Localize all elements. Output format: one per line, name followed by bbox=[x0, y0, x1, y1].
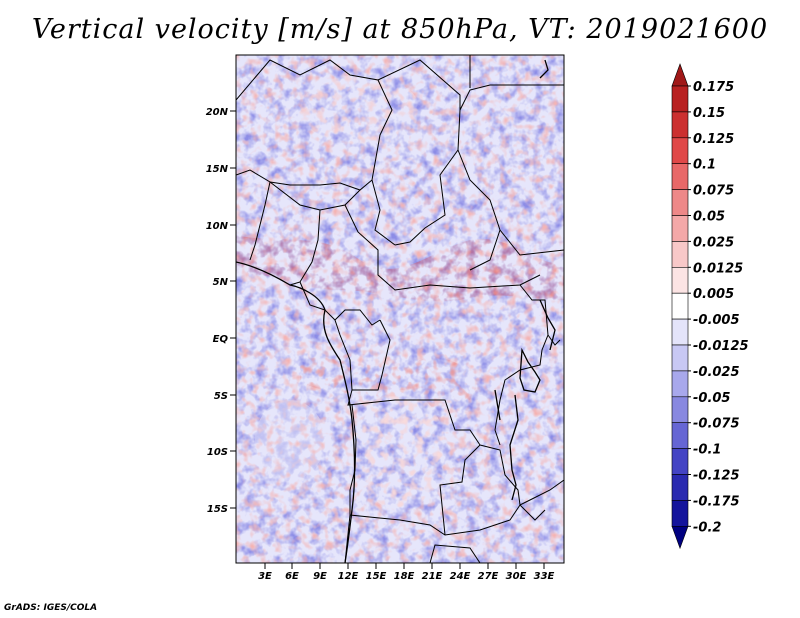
lat-label: 5S bbox=[214, 391, 228, 402]
lat-label: 10S bbox=[207, 447, 228, 458]
coastlines bbox=[236, 59, 556, 563]
colorbar-segment bbox=[671, 266, 689, 294]
colorbar-label: 0.15 bbox=[693, 106, 725, 121]
colorbar-label: 0.0125 bbox=[693, 261, 743, 276]
colorbar-label: -0.075 bbox=[693, 417, 740, 432]
colorbar-label: 0.175 bbox=[693, 80, 734, 95]
colorbar-label: 0.025 bbox=[693, 235, 734, 250]
lon-label: 30E bbox=[506, 571, 527, 582]
colorbar-segment bbox=[671, 189, 689, 216]
colorbar-label: -0.175 bbox=[693, 494, 740, 509]
colorbar-segment bbox=[671, 370, 689, 398]
lon-label: 33E bbox=[534, 571, 555, 582]
colorbar-segment bbox=[671, 137, 689, 165]
lon-label: 24E bbox=[450, 571, 471, 582]
colorbar-label: -0.0125 bbox=[693, 339, 749, 354]
colorbar-segment bbox=[671, 111, 689, 139]
colorbar-segment bbox=[671, 163, 689, 190]
colorbar-segment bbox=[671, 500, 689, 527]
colorbar-segment bbox=[671, 241, 689, 268]
colorbar-segment bbox=[671, 344, 689, 372]
colorbar-segment bbox=[671, 215, 689, 242]
map-frame bbox=[235, 54, 565, 564]
colorbar-label: 0.125 bbox=[693, 132, 734, 147]
colorbar-segment bbox=[671, 318, 689, 346]
colorbar-label: -0.05 bbox=[693, 391, 730, 406]
lat-label: 5N bbox=[213, 277, 229, 288]
colorbar-segment bbox=[671, 292, 689, 320]
lon-label: 3E bbox=[258, 571, 272, 582]
velocity-field bbox=[236, 55, 564, 563]
lat-label: 10N bbox=[206, 221, 229, 232]
colorbar-label: 0.05 bbox=[693, 210, 725, 225]
colorbar-segment bbox=[671, 525, 689, 550]
colorbar-label: -0.2 bbox=[693, 520, 721, 535]
credit-text: GrADS: IGES/COLA bbox=[4, 603, 98, 613]
colorbar-segment bbox=[671, 85, 689, 113]
lat-label: 20N bbox=[206, 107, 229, 118]
colorbar-label: 0.1 bbox=[693, 158, 716, 173]
lon-label: 9E bbox=[313, 571, 327, 582]
colorbar-label: -0.005 bbox=[693, 313, 740, 328]
colorbar-label: 0.005 bbox=[693, 287, 734, 302]
axis-ticks bbox=[230, 110, 545, 569]
colorbar-segment bbox=[671, 474, 689, 501]
lat-label: 15N bbox=[206, 164, 229, 175]
lon-label: 18E bbox=[394, 571, 415, 582]
lon-label: 21E bbox=[422, 571, 443, 582]
lon-label: 15E bbox=[366, 571, 387, 582]
lon-label: 6E bbox=[285, 571, 299, 582]
colorbar: 0.175 0.15 0.125 0.1 0.075 0.05 0.025 0.0125 0.0… bbox=[671, 63, 749, 550]
colorbar-label: -0.1 bbox=[693, 443, 721, 458]
lat-label: EQ bbox=[213, 334, 229, 345]
lat-label: 15S bbox=[207, 504, 228, 515]
longitude-labels: 3E 6E 9E 12E 15E 18E 21E 24E 27E 30E 33E bbox=[258, 571, 554, 582]
colorbar-segment bbox=[671, 448, 689, 475]
colorbar-segment bbox=[671, 396, 689, 423]
lon-label: 12E bbox=[338, 571, 359, 582]
country-borders bbox=[236, 55, 564, 563]
colorbar-segment bbox=[671, 63, 689, 87]
lon-label: 27E bbox=[478, 571, 499, 582]
colorbar-label: -0.125 bbox=[693, 469, 740, 484]
map-title: Vertical velocity [m/s] at 850hPa, VT: 2… bbox=[31, 14, 769, 45]
colorbar-label: -0.025 bbox=[693, 365, 740, 380]
colorbar-label: 0.075 bbox=[693, 184, 734, 199]
latitude-labels: 20N 15N 10N 5N EQ 5S 10S 15S bbox=[206, 107, 229, 515]
colorbar-segment bbox=[671, 422, 689, 449]
